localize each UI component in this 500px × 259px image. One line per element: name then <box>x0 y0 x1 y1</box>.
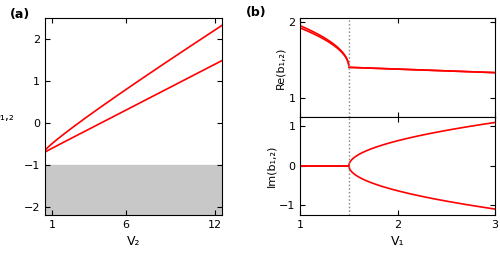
Text: (a): (a) <box>10 8 30 21</box>
X-axis label: V₁: V₁ <box>391 235 404 248</box>
Y-axis label: b₁,₂: b₁,₂ <box>0 110 15 123</box>
X-axis label: V₂: V₂ <box>127 235 140 248</box>
Text: (b): (b) <box>246 6 266 19</box>
Y-axis label: Re(b₁,₂): Re(b₁,₂) <box>276 46 285 89</box>
Y-axis label: Im(b₁,₂): Im(b₁,₂) <box>266 145 276 187</box>
